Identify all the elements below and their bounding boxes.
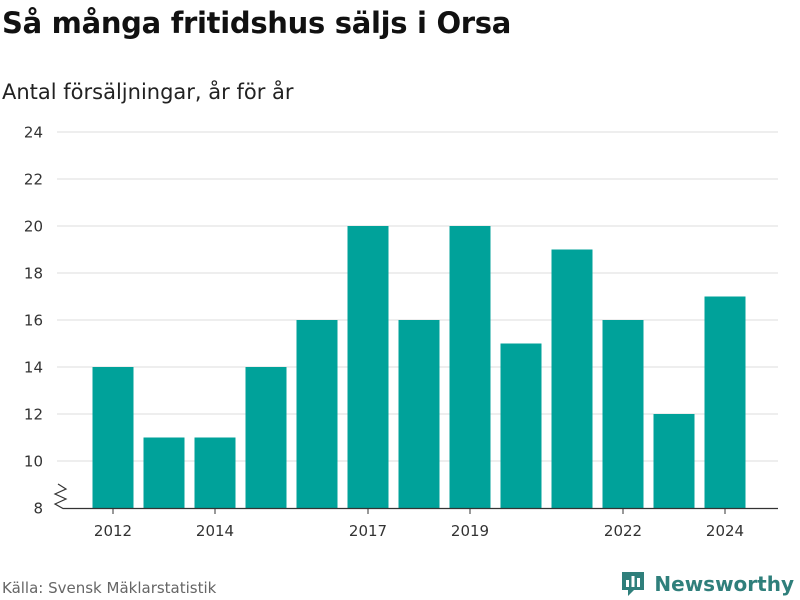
- bar-2012: [92, 367, 134, 508]
- chart-title: Så många fritidshus säljs i Orsa: [2, 6, 512, 40]
- bar-2021: [551, 249, 593, 508]
- y-tick-label: 8: [33, 500, 43, 518]
- bar-2023: [653, 414, 695, 508]
- y-tick-label: 14: [24, 359, 43, 377]
- x-tick-label: 2019: [451, 522, 489, 540]
- bar-2016: [296, 320, 338, 508]
- y-tick-label: 12: [24, 406, 43, 424]
- chart-subtitle: Antal försäljningar, år för år: [2, 80, 294, 104]
- bar-2018: [398, 320, 440, 508]
- bar-2014: [194, 437, 236, 508]
- bar-2024: [704, 296, 746, 508]
- y-tick-label: 24: [24, 124, 43, 142]
- source-note: Källa: Svensk Mäklarstatistik: [2, 579, 217, 597]
- x-tick-label: 2024: [706, 522, 744, 540]
- y-tick-label: 18: [24, 265, 43, 283]
- y-tick-label: 16: [24, 312, 43, 330]
- axis-break-icon: [53, 483, 78, 510]
- brand-logo: Newsworthy: [620, 568, 794, 600]
- bar-2013: [143, 437, 185, 508]
- y-tick-label: 20: [24, 218, 43, 236]
- newsworthy-logo-icon: [622, 572, 645, 596]
- x-axis-ticks: 2012 2014 2017 2019 2022 2024: [94, 508, 744, 540]
- x-tick-label: 2022: [604, 522, 642, 540]
- x-tick-label: 2014: [196, 522, 234, 540]
- bar-2022: [602, 320, 644, 508]
- brand-name: Newsworthy: [654, 572, 794, 596]
- bar-2017: [347, 226, 389, 508]
- x-tick-label: 2017: [349, 522, 387, 540]
- bar-2015: [245, 367, 287, 508]
- y-tick-label: 22: [24, 171, 43, 189]
- bar-2020: [500, 343, 542, 508]
- y-axis-ticks: 8 10 12 14 16 18 20 22 24: [24, 124, 43, 518]
- y-tick-label: 10: [24, 453, 43, 471]
- x-tick-label: 2012: [94, 522, 132, 540]
- bar-2019: [449, 226, 491, 508]
- bars: [92, 226, 746, 508]
